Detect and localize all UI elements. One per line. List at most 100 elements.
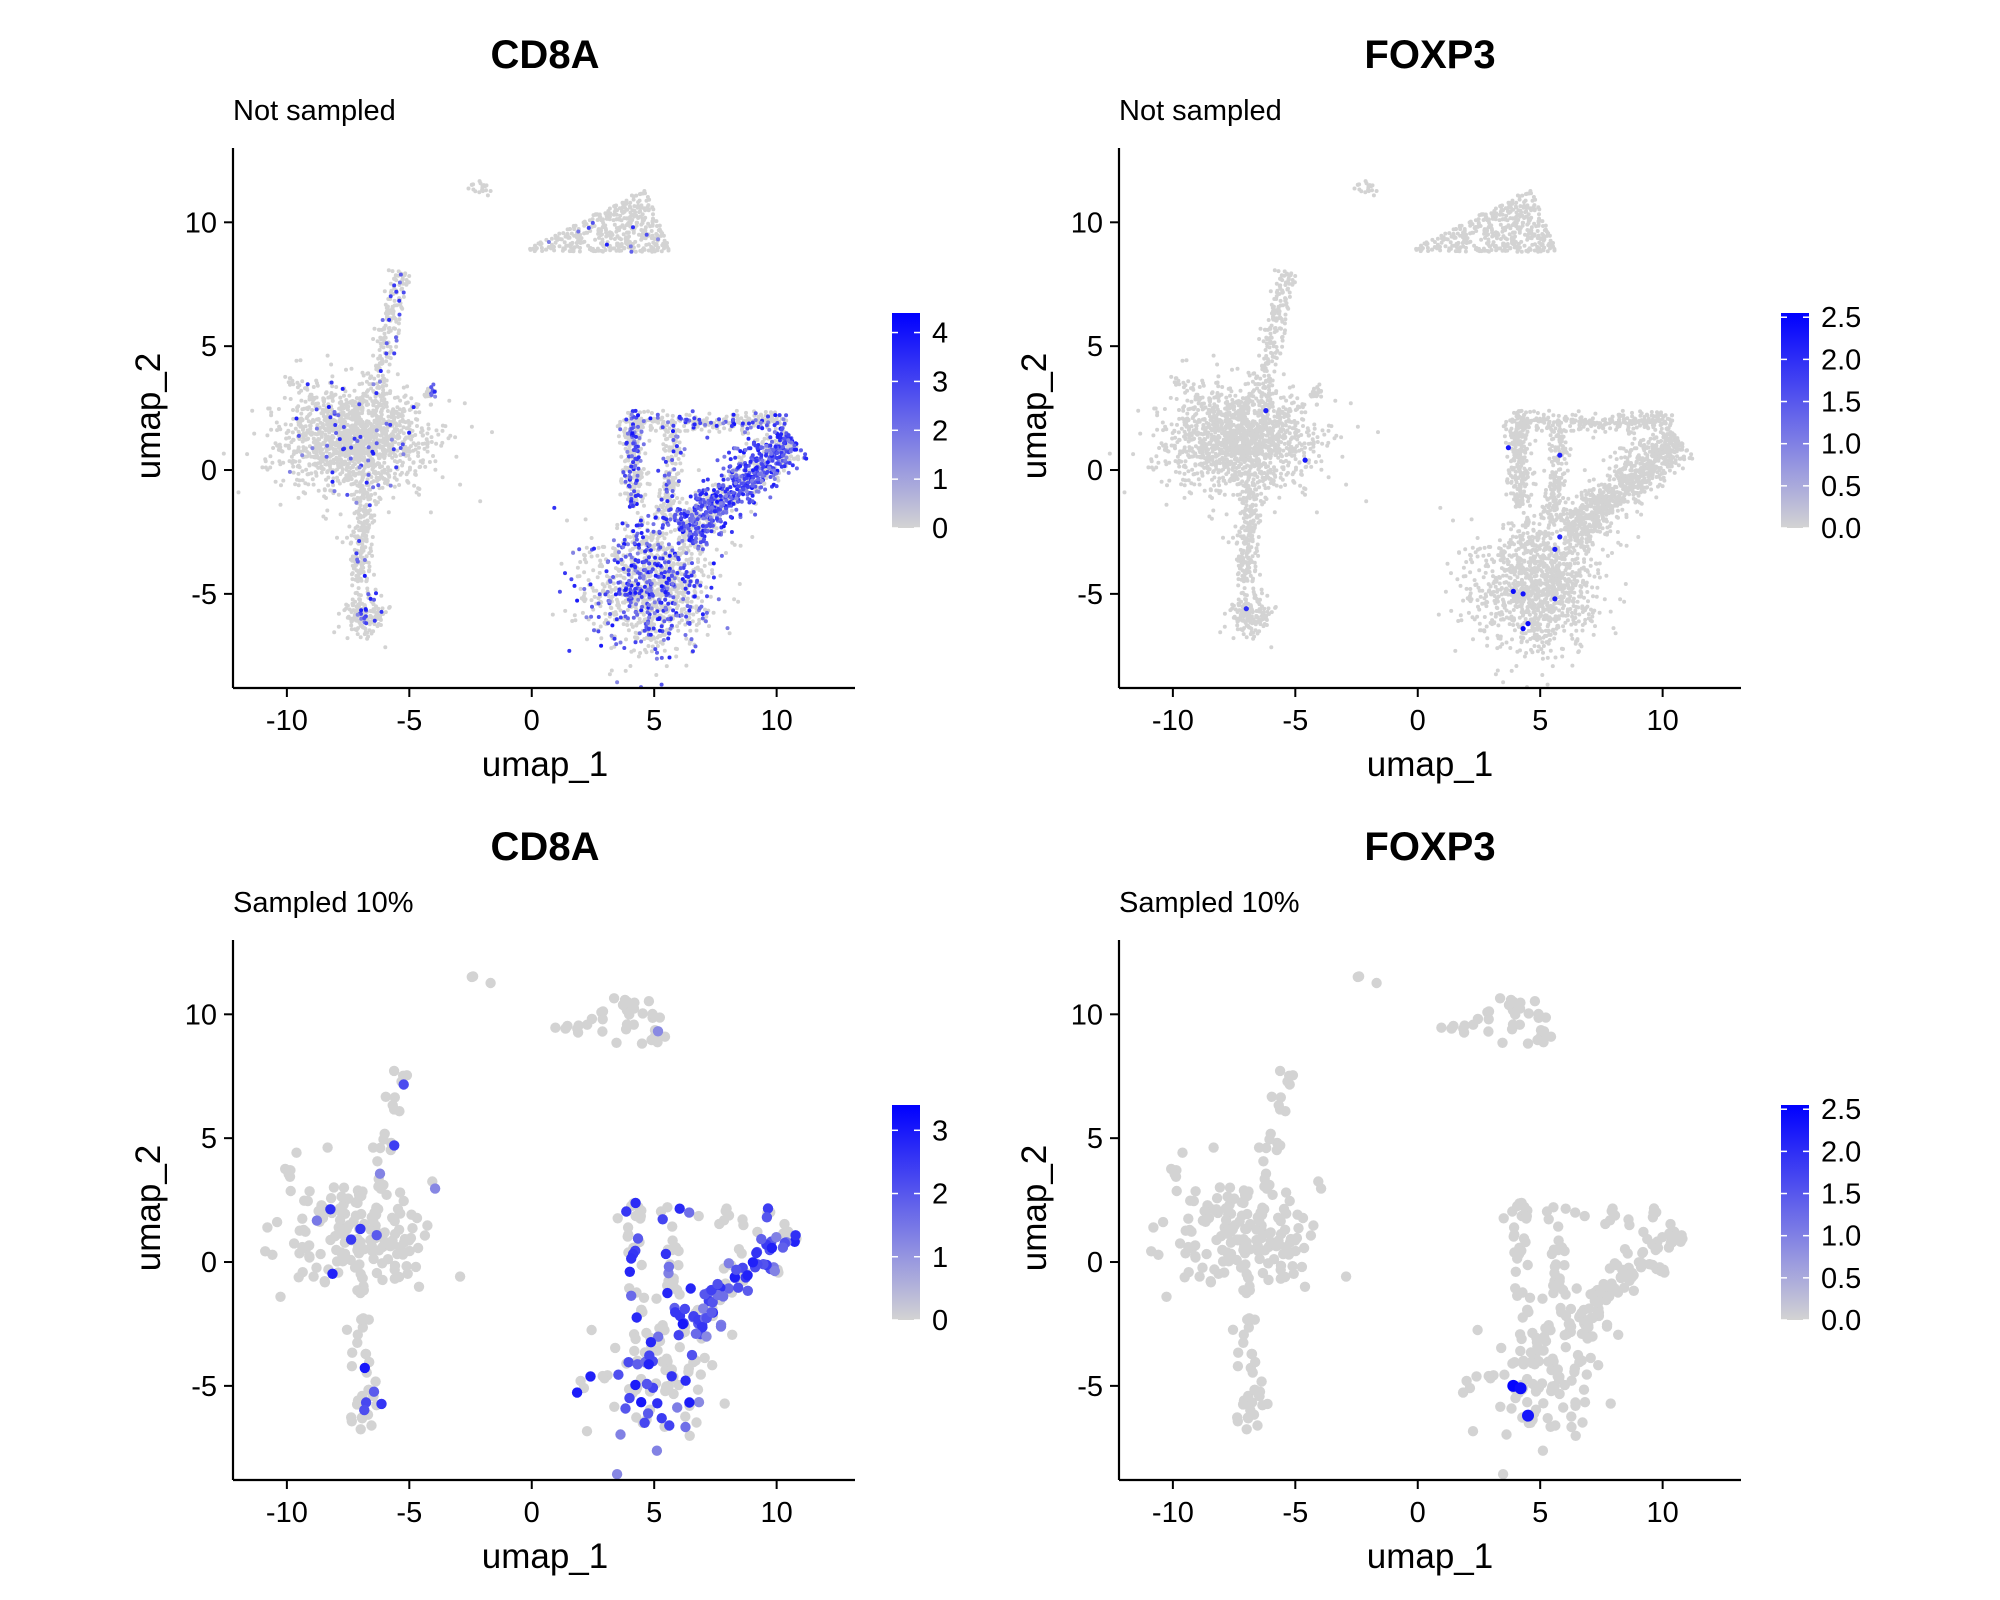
- cell-point: [361, 514, 366, 519]
- cell-point: [599, 636, 604, 641]
- cell-point: [659, 624, 664, 629]
- cell-point: [675, 428, 680, 433]
- cell-point: [417, 410, 422, 415]
- cell-point: [344, 367, 348, 372]
- cell-point: [289, 440, 294, 445]
- cell-point: [659, 682, 664, 687]
- cell-point: [396, 331, 401, 336]
- cell-point: [428, 402, 433, 407]
- cell-point: [644, 242, 649, 247]
- cell-point: [381, 388, 386, 392]
- cell-point: [344, 428, 349, 433]
- cell-point: [400, 417, 405, 422]
- cell-point: [405, 479, 410, 484]
- cell-point: [376, 373, 381, 378]
- cell-point: [721, 466, 726, 471]
- cell-point: [645, 610, 650, 615]
- cell-point: [645, 541, 649, 546]
- cell-point: [346, 407, 350, 412]
- cell-point: [389, 415, 394, 420]
- cell-point: [729, 508, 734, 513]
- cell-point: [310, 477, 315, 482]
- cell-point: [691, 612, 696, 617]
- cell-point: [379, 357, 384, 362]
- cell-point: [635, 510, 640, 515]
- cell-point: [643, 451, 648, 456]
- cell-point: [666, 569, 671, 574]
- cell-point: [387, 317, 392, 322]
- cell-point: [729, 424, 734, 428]
- cell-point: [606, 621, 610, 626]
- cell-point: [707, 624, 711, 629]
- cell-point: [401, 452, 406, 457]
- cell-point: [373, 587, 378, 592]
- cell-point: [349, 623, 354, 628]
- cell-point: [688, 494, 693, 499]
- cell-point: [296, 495, 301, 500]
- cell-point: [557, 244, 562, 249]
- cell-point: [380, 606, 385, 611]
- cell-point: [549, 236, 554, 241]
- cell-point: [315, 423, 320, 427]
- cell-point: [395, 395, 400, 400]
- cell-point: [297, 383, 302, 388]
- cell-point: [665, 413, 670, 418]
- cell-point: [390, 269, 395, 274]
- cell-point: [372, 597, 376, 602]
- cell-point: [404, 448, 409, 453]
- cell-point: [647, 574, 652, 579]
- cell-point: [648, 416, 653, 421]
- cell-point: [637, 571, 642, 576]
- cell-point: [628, 475, 633, 480]
- cell-point: [628, 587, 633, 592]
- cell-point: [426, 422, 431, 427]
- cell-point: [758, 420, 763, 425]
- cell-point: [296, 445, 301, 450]
- cell-point: [675, 561, 680, 566]
- cell-point: [663, 459, 668, 464]
- cell-point: [637, 484, 641, 489]
- cell-point: [628, 205, 633, 210]
- cell-point: [462, 401, 467, 406]
- cell-point: [350, 425, 355, 430]
- cell-point: [384, 421, 389, 426]
- cell-point: [596, 629, 601, 634]
- cell-point: [584, 545, 589, 550]
- cell-point: [325, 353, 330, 358]
- cell-point: [367, 564, 372, 569]
- cell-point: [684, 570, 689, 574]
- cell-point: [665, 455, 670, 460]
- cell-point: [631, 441, 636, 446]
- cell-point: [400, 460, 405, 465]
- cell-point: [626, 568, 631, 573]
- cell-point: [296, 483, 301, 488]
- cell-point: [626, 628, 631, 633]
- cell-point: [621, 232, 626, 237]
- cell-point: [646, 513, 651, 518]
- cell-point: [662, 246, 666, 251]
- cell-point: [628, 595, 633, 599]
- cell-point: [334, 385, 339, 389]
- cell-point: [614, 642, 619, 647]
- cell-point: [632, 204, 637, 209]
- cell-point: [592, 594, 597, 599]
- cell-point: [641, 419, 646, 424]
- cell-point: [693, 566, 698, 571]
- cell-point: [370, 609, 375, 614]
- cell-point: [671, 595, 676, 600]
- cell-point: [319, 464, 324, 469]
- cell-point: [604, 569, 609, 574]
- cell-point: [617, 587, 622, 592]
- cell-point: [696, 468, 701, 473]
- cell-point: [349, 619, 354, 624]
- cell-point: [355, 557, 360, 562]
- cell-point: [665, 241, 669, 245]
- cell-point: [665, 546, 670, 551]
- cell-point: [342, 393, 346, 398]
- cell-point: [553, 233, 558, 238]
- cell-point: [702, 563, 707, 568]
- cell-point: [724, 414, 729, 419]
- cell-point: [735, 417, 740, 422]
- cell-point: [589, 554, 594, 559]
- cell-point: [612, 587, 617, 592]
